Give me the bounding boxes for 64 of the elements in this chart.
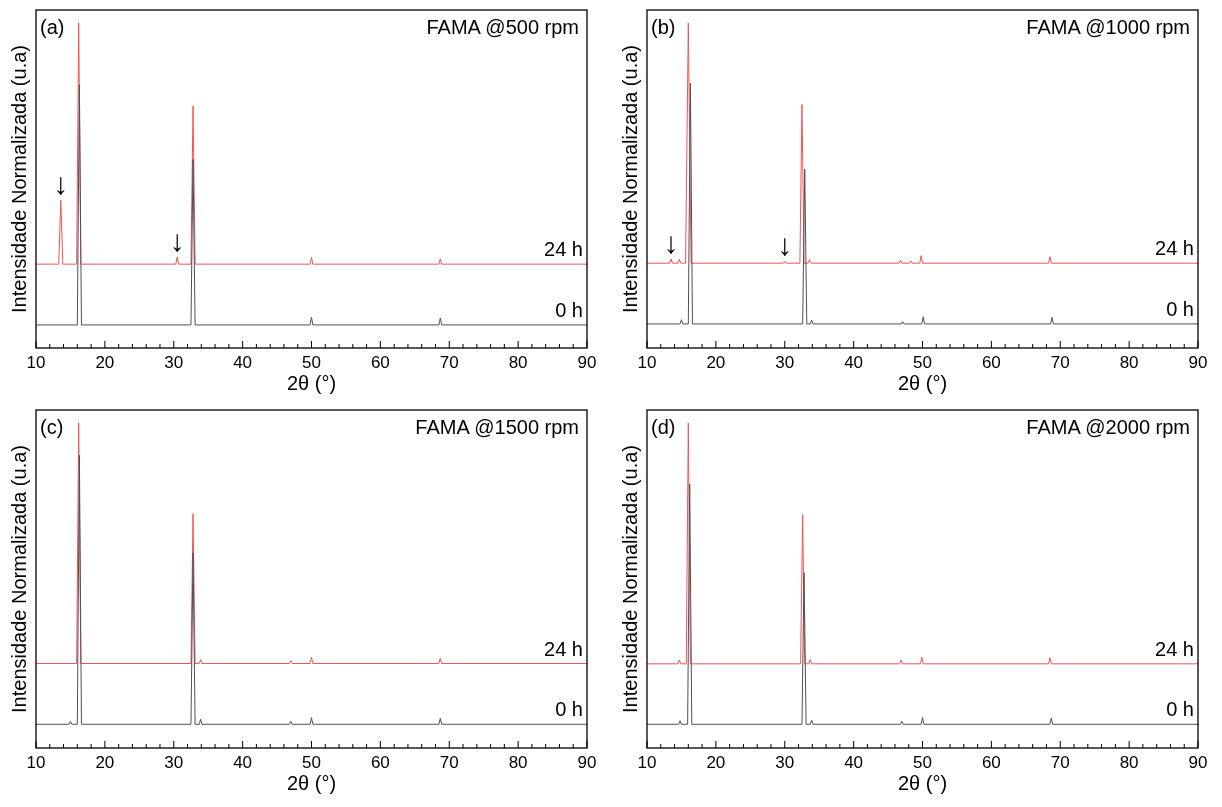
x-tick-label: 20 (95, 753, 115, 772)
x-tick-label: 50 (302, 353, 321, 372)
x-tick-label: 60 (370, 753, 390, 772)
x-tick-label: 70 (1050, 753, 1070, 772)
series-label: 24 h (1155, 637, 1194, 660)
x-tick-label: 60 (981, 353, 1001, 372)
annotation: ↓ (169, 224, 185, 257)
series-label: 0 h (555, 698, 583, 721)
x-tick-label: 40 (233, 353, 253, 372)
x-tick-label: 30 (775, 753, 795, 772)
x-tick-label: 70 (1050, 353, 1070, 372)
y-axis-title: Intensidade Normalizada (u.a) (8, 45, 30, 313)
x-tick-label: 90 (1188, 353, 1208, 372)
x-tick-label: 10 (26, 353, 46, 372)
chart-title: FAMA @1000 rpm (1026, 16, 1190, 38)
x-tick-label: 80 (508, 753, 528, 772)
x-tick-label: 20 (95, 353, 115, 372)
x-tick-label: 80 (508, 353, 528, 372)
x-tick-label: 50 (302, 753, 321, 772)
x-tick-label: 90 (577, 753, 597, 772)
x-axis-title: 2θ (°) (897, 372, 948, 394)
chart-title: FAMA @500 rpm (426, 16, 579, 38)
series-label: 0 h (1166, 698, 1194, 721)
y-axis-title: Intensidade Normalizada (u.a) (619, 445, 641, 713)
x-tick-label: 10 (637, 353, 657, 372)
x-tick-label: 80 (1119, 353, 1139, 372)
chart-title: FAMA @1500 rpm (415, 416, 579, 438)
series-label: 0 h (555, 298, 583, 321)
chart-title: FAMA @2000 rpm (1026, 416, 1190, 438)
x-tick-label: 30 (164, 753, 184, 772)
annotation: ↓ (53, 167, 69, 201)
x-tick-label: 40 (844, 353, 864, 372)
x-tick-label: 30 (775, 353, 795, 372)
x-tick-label: 40 (844, 753, 864, 772)
x-tick-label: 70 (439, 753, 459, 772)
x-tick-label: 50 (913, 753, 932, 772)
x-tick-label: 30 (164, 353, 184, 372)
x-axis-title: 2θ (°) (897, 772, 948, 794)
series-label: 0 h (1166, 297, 1194, 320)
x-tick-label: 60 (981, 753, 1001, 772)
x-tick-label: 20 (706, 353, 726, 372)
x-tick-label: 90 (1188, 753, 1208, 772)
x-tick-label: 80 (1119, 753, 1139, 772)
x-tick-label: 60 (370, 353, 390, 372)
x-tick-label: 10 (637, 753, 657, 772)
x-axis-title: 2θ (°) (286, 372, 337, 394)
x-tick-label: 50 (913, 353, 932, 372)
x-tick-label: 10 (26, 753, 46, 772)
x-tick-label: 40 (233, 753, 253, 772)
x-axis-title: 2θ (°) (286, 772, 337, 794)
x-tick-label: 70 (439, 353, 459, 372)
series-label: 24 h (544, 238, 583, 261)
y-axis-title: Intensidade Normalizada (u.a) (619, 45, 641, 313)
annotation: (a) (40, 16, 65, 38)
series-label: 24 h (1155, 237, 1194, 260)
annotation: (d) (651, 416, 676, 438)
annotation: (c) (40, 416, 64, 438)
annotation: ↓ (663, 225, 679, 259)
x-tick-label: 90 (577, 353, 597, 372)
annotation: ↓ (777, 228, 793, 262)
series-label: 24 h (544, 637, 583, 660)
annotation: (b) (651, 16, 676, 38)
x-tick-label: 20 (706, 753, 726, 772)
y-axis-title: Intensidade Normalizada (u.a) (8, 445, 30, 713)
